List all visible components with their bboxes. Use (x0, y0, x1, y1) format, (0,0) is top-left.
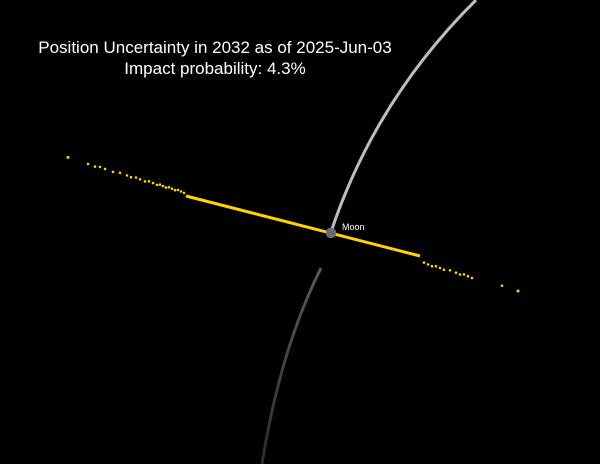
uncertainty-point (93, 165, 97, 168)
uncertainty-point (182, 191, 186, 195)
impact-probability: Impact probability: 4.3% (124, 59, 306, 78)
uncertainty-point (111, 170, 115, 174)
uncertainty-points (66, 155, 520, 293)
uncertainty-point (134, 176, 138, 179)
uncertainty-point (118, 171, 122, 175)
uncertainty-point (173, 188, 177, 192)
diagram-title: Position Uncertainty in 2032 as of 2025-… (38, 38, 392, 57)
uncertainty-point (458, 273, 462, 276)
uncertainty-point (454, 271, 458, 275)
uncertainty-point (158, 183, 162, 186)
uncertainty-point (176, 188, 180, 192)
moon-marker (325, 227, 337, 239)
uncertainty-point (438, 266, 442, 270)
uncertainty-point (466, 274, 470, 278)
uncertainty-point (161, 184, 165, 188)
uncertainty-point (442, 268, 446, 272)
uncertainty-point (164, 186, 168, 189)
moon-orbit-upper (329, 0, 478, 233)
uncertainty-point (470, 276, 474, 280)
uncertainty-point (151, 181, 155, 185)
uncertainty-point (430, 264, 434, 268)
uncertainty-point (155, 183, 159, 187)
uncertainty-point (167, 186, 171, 189)
uncertainty-point (422, 261, 426, 264)
uncertainty-point (516, 289, 520, 293)
uncertainty-point (500, 284, 504, 288)
uncertainty-point (103, 167, 107, 171)
uncertainty-core-line (185, 194, 421, 258)
uncertainty-point (147, 180, 151, 183)
uncertainty-point (179, 190, 183, 193)
uncertainty-point (129, 175, 133, 179)
uncertainty-point (170, 187, 174, 190)
uncertainty-point (125, 174, 129, 177)
uncertainty-point (66, 155, 70, 159)
uncertainty-point (86, 162, 90, 166)
uncertainty-point (143, 180, 147, 183)
uncertainty-point (434, 264, 438, 268)
uncertainty-point (448, 269, 452, 272)
moon-label: Moon (342, 222, 365, 232)
uncertainty-point (426, 263, 430, 266)
moon-orbit-lower (260, 267, 323, 464)
uncertainty-point (98, 165, 102, 169)
uncertainty-point (462, 273, 466, 276)
uncertainty-point (138, 178, 142, 181)
